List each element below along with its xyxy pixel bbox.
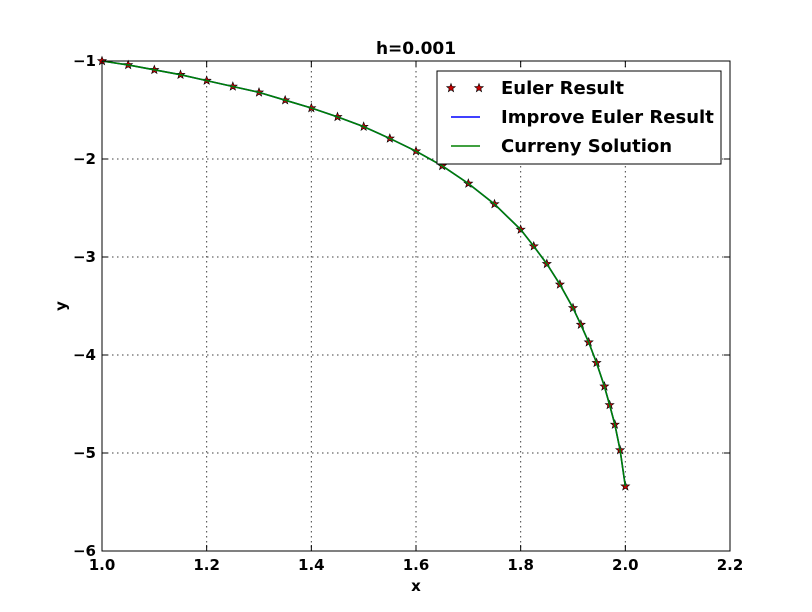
series-2: [101, 60, 627, 487]
legend-box: [436, 70, 722, 165]
x-tick-label: 1.6: [403, 556, 430, 574]
legend-marker: [445, 82, 457, 93]
x-tick-label: 2.0: [612, 556, 639, 574]
grid: [102, 61, 730, 551]
legend-label: Curreny Solution: [501, 136, 672, 157]
y-tick-label: −2: [73, 150, 96, 168]
legend-marker: [473, 82, 485, 93]
series-layer: [96, 55, 631, 491]
ticks: 1.0 1.2 1.4 1.6 1.8 2.0 2.2 −1 −2 −3 −4 −5 −6: [73, 52, 743, 574]
y-tick-label: −4: [73, 346, 96, 364]
legend: Euler Result Improve Euler Result Curreny …: [436, 70, 722, 165]
x-axis-label: x: [411, 577, 421, 595]
y-tick-label: −1: [73, 52, 96, 70]
x-tick-label: 1.0: [89, 556, 116, 574]
x-tick-label: 2.2: [717, 556, 744, 574]
x-tick-label: 1.8: [507, 556, 534, 574]
x-tick-label: 1.2: [193, 556, 220, 574]
legend-label: Improve Euler Result: [501, 107, 714, 128]
y-tick-label: −5: [73, 444, 96, 462]
y-axis-label: y: [52, 301, 70, 311]
legend-entry: Curreny Solution: [451, 136, 672, 157]
x-tick-label: 1.4: [298, 556, 325, 574]
legend-entry: Improve Euler Result: [451, 107, 714, 128]
legend-entry: Euler Result: [445, 78, 624, 99]
y-tick-label: −3: [73, 248, 96, 266]
y-tick-label: −6: [73, 542, 96, 560]
legend-label: Euler Result: [501, 78, 624, 99]
chart-title: h=0.001: [376, 39, 456, 59]
series-line: [101, 60, 627, 487]
